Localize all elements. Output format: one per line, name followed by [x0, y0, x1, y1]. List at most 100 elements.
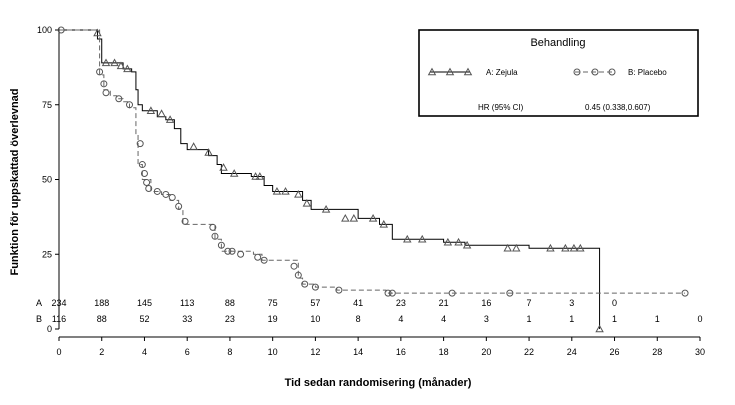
- legend-circle-marker: [591, 68, 599, 76]
- risk-count: 234: [51, 298, 66, 308]
- hr-value: 0.45 (0.338,0.607): [585, 103, 651, 112]
- legend-title: Behandling: [530, 37, 585, 49]
- legend-label-zejula: A: Zejula: [486, 68, 518, 77]
- censor-mark-triangle: [417, 234, 427, 243]
- censor-mark-triangle: [110, 58, 119, 67]
- censor-mark-circle: [115, 95, 123, 103]
- x-tick-label: 2: [99, 347, 104, 357]
- censor-mark-triangle: [272, 187, 282, 195]
- risk-count: 145: [137, 298, 152, 308]
- risk-count: 4: [441, 314, 446, 324]
- censor-mark-triangle: [546, 243, 555, 252]
- censor-mark-circle: [181, 217, 189, 225]
- legend-triangle-marker: [445, 67, 455, 76]
- censor-mark-circle: [254, 253, 262, 261]
- risk-count: 88: [97, 314, 107, 324]
- censor-mark-circle: [224, 247, 232, 255]
- risk-count: 0: [612, 298, 617, 308]
- x-axis-title: Tid sedan randomisering (månader): [285, 377, 472, 389]
- censor-mark-circle: [335, 286, 343, 294]
- censor-mark-circle: [140, 170, 148, 178]
- risk-count: 75: [268, 298, 278, 308]
- legend-circle-marker: [573, 68, 581, 76]
- censor-mark-triangle: [302, 198, 312, 207]
- legend-circle-marker: [608, 68, 616, 76]
- censor-mark-circle: [681, 289, 689, 297]
- censor-mark-circle: [211, 232, 219, 240]
- censor-mark-circle: [388, 289, 396, 297]
- censor-mark-circle: [301, 280, 309, 288]
- censor-mark-triangle: [294, 190, 303, 198]
- x-tick-label: 0: [56, 347, 61, 357]
- x-tick-label: 4: [142, 347, 147, 357]
- survival-curve-line: [59, 29, 601, 329]
- censor-mark-triangle: [576, 243, 585, 252]
- censor-mark-triangle: [204, 148, 213, 156]
- x-tick-label: 30: [695, 347, 705, 357]
- censor-mark-triangle: [251, 172, 260, 180]
- censor-mark-triangle: [503, 243, 512, 252]
- risk-count: 23: [396, 298, 406, 308]
- risk-table: A 234 188 145 113 88 75 57 41 23 21 16 7 3 0B 116 88 52 33…: [36, 298, 703, 324]
- risk-count: 57: [310, 298, 320, 308]
- censor-mark-triangle: [321, 204, 331, 213]
- censor-mark-triangle: [116, 61, 126, 70]
- censor-mark-triangle: [403, 234, 412, 243]
- censor-mark-triangle: [219, 163, 228, 171]
- censor-mark-triangle: [189, 142, 198, 150]
- legend-item-placebo: B: Placebo: [573, 68, 667, 77]
- censor-mark-circle: [136, 140, 144, 148]
- risk-count: 3: [569, 298, 574, 308]
- censor-mark-circle: [311, 283, 319, 291]
- censor-mark-circle: [175, 202, 183, 210]
- censor-mark-triangle: [146, 106, 156, 114]
- legend-triangle-marker: [463, 67, 473, 76]
- risk-count: 21: [439, 298, 449, 308]
- risk-row-label: A: [36, 298, 42, 308]
- risk-count: 33: [182, 314, 192, 324]
- risk-count: 16: [481, 298, 491, 308]
- censor-mark-circle: [138, 161, 146, 169]
- risk-count: 23: [225, 314, 235, 324]
- censor-mark-triangle: [229, 169, 239, 177]
- risk-count: 41: [353, 298, 363, 308]
- x-tick-label: 12: [310, 347, 320, 357]
- censor-mark-triangle: [281, 187, 290, 195]
- censor-mark-triangle: [462, 240, 472, 249]
- x-tick-label: 14: [353, 347, 363, 357]
- x-tick-label: 8: [227, 347, 232, 357]
- censor-mark-triangle: [349, 213, 359, 222]
- risk-count: 10: [310, 314, 320, 324]
- risk-count: 1: [527, 314, 532, 324]
- risk-count: 116: [52, 314, 66, 324]
- risk-count: 19: [268, 314, 278, 324]
- censor-mark-circle: [217, 241, 225, 249]
- y-tick-label: 75: [42, 100, 52, 110]
- risk-count: 88: [225, 298, 235, 308]
- x-tick-label: 22: [524, 347, 534, 357]
- censor-mark-triangle: [454, 237, 463, 246]
- censor-mark-triangle: [255, 172, 265, 180]
- censor-mark-triangle: [511, 243, 521, 252]
- legend-item-zejula: A: Zejula: [427, 67, 518, 77]
- x-tick-label: 16: [396, 347, 406, 357]
- x-tick-label: 26: [610, 347, 620, 357]
- y-tick-label: 25: [42, 249, 52, 259]
- censor-mark-circle: [102, 89, 110, 97]
- risk-row-label: B: [36, 314, 42, 324]
- risk-count: 4: [398, 314, 403, 324]
- censor-mark-triangle: [569, 243, 579, 252]
- censor-mark-circle: [448, 289, 456, 297]
- legend: Behandling A: Zejula B: Placebo HR (95% C…: [418, 29, 699, 117]
- series-zejula: [59, 28, 604, 333]
- censor-mark-circle: [294, 271, 302, 279]
- censor-mark-triangle: [561, 243, 570, 252]
- series-placebo: [57, 26, 689, 297]
- censor-mark-circle: [162, 190, 170, 198]
- censor-mark-circle: [384, 289, 392, 297]
- censor-mark-triangle: [595, 324, 604, 333]
- censor-mark-circle: [126, 101, 134, 109]
